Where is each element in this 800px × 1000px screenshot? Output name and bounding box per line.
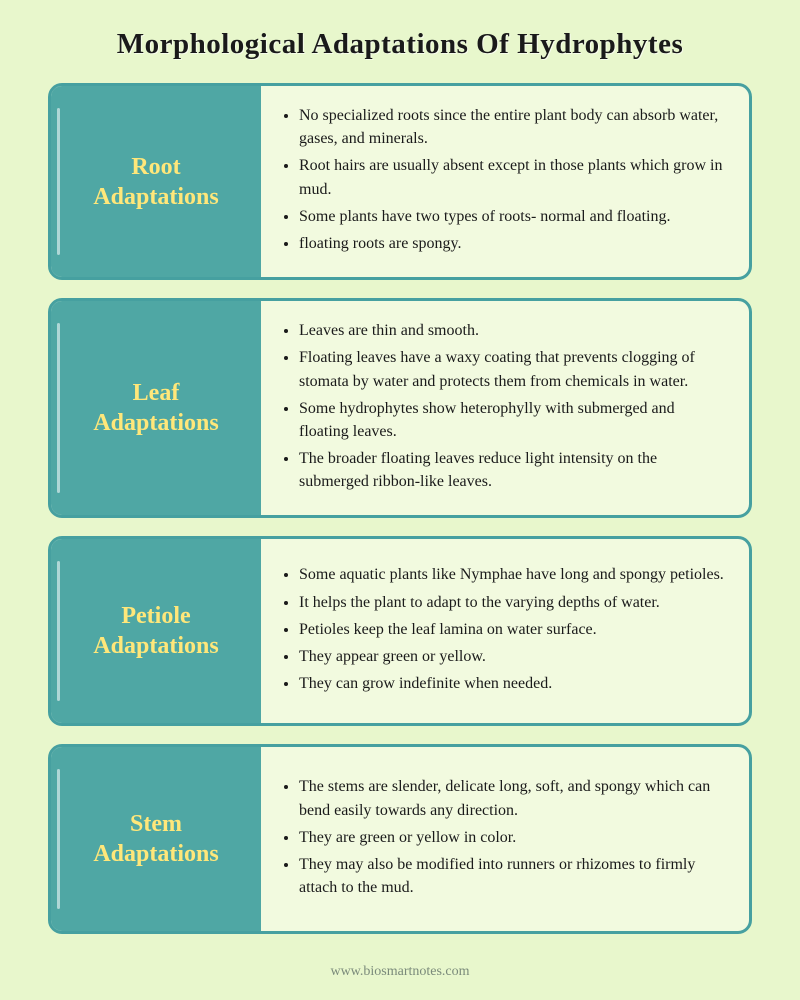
- card-item: They can grow indefinite when needed.: [299, 672, 724, 695]
- card-label-text: Petiole Adaptations: [93, 601, 218, 661]
- card-item: Leaves are thin and smooth.: [299, 319, 725, 342]
- card-label: Leaf Adaptations: [51, 301, 261, 515]
- adaptation-card: Stem Adaptations The stems are slender, d…: [48, 744, 752, 934]
- card-item-list: The stems are slender, delicate long, so…: [271, 775, 725, 903]
- card-label-text: Leaf Adaptations: [93, 378, 218, 438]
- card-item: Some hydrophytes show heterophylly with …: [299, 397, 725, 443]
- adaptation-card: Root Adaptations No specialized roots sin…: [48, 83, 752, 280]
- adaptation-card: Petiole Adaptations Some aquatic plants l…: [48, 536, 752, 726]
- card-item-list: Some aquatic plants like Nymphae have lo…: [271, 563, 724, 699]
- card-item-list: Leaves are thin and smooth. Floating leav…: [271, 319, 725, 497]
- card-item: They appear green or yellow.: [299, 645, 724, 668]
- card-item: They are green or yellow in color.: [299, 826, 725, 849]
- card-item: No specialized roots since the entire pl…: [299, 104, 725, 150]
- card-label-text: Root Adaptations: [93, 152, 218, 212]
- page: Morphological Adaptations Of Hydrophytes…: [0, 0, 800, 1000]
- footer-link: www.biosmartnotes.com: [48, 964, 752, 980]
- card-label: Stem Adaptations: [51, 747, 261, 931]
- adaptation-card: Leaf Adaptations Leaves are thin and smoo…: [48, 298, 752, 518]
- card-item: The broader floating leaves reduce light…: [299, 447, 725, 493]
- card-body: Leaves are thin and smooth. Floating leav…: [261, 301, 749, 515]
- card-item: Some plants have two types of roots- nor…: [299, 205, 725, 228]
- card-label: Petiole Adaptations: [51, 539, 261, 723]
- card-item: It helps the plant to adapt to the varyi…: [299, 591, 724, 614]
- card-item: The stems are slender, delicate long, so…: [299, 775, 725, 821]
- card-accent-bar: [57, 561, 60, 701]
- card-accent-bar: [57, 323, 60, 493]
- card-body: The stems are slender, delicate long, so…: [261, 747, 749, 931]
- card-accent-bar: [57, 769, 60, 909]
- card-item: They may also be modified into runners o…: [299, 853, 725, 899]
- card-accent-bar: [57, 108, 60, 255]
- card-list: Root Adaptations No specialized roots sin…: [48, 83, 752, 950]
- card-body: Some aquatic plants like Nymphae have lo…: [261, 539, 749, 723]
- card-item: Root hairs are usually absent except in …: [299, 154, 725, 200]
- card-item: floating roots are spongy.: [299, 232, 725, 255]
- card-label-text: Stem Adaptations: [93, 809, 218, 869]
- card-label: Root Adaptations: [51, 86, 261, 277]
- card-item: Floating leaves have a waxy coating that…: [299, 346, 725, 392]
- card-body: No specialized roots since the entire pl…: [261, 86, 749, 277]
- card-item: Petioles keep the leaf lamina on water s…: [299, 618, 724, 641]
- card-item-list: No specialized roots since the entire pl…: [271, 104, 725, 259]
- page-title: Morphological Adaptations Of Hydrophytes: [48, 28, 752, 61]
- card-item: Some aquatic plants like Nymphae have lo…: [299, 563, 724, 586]
